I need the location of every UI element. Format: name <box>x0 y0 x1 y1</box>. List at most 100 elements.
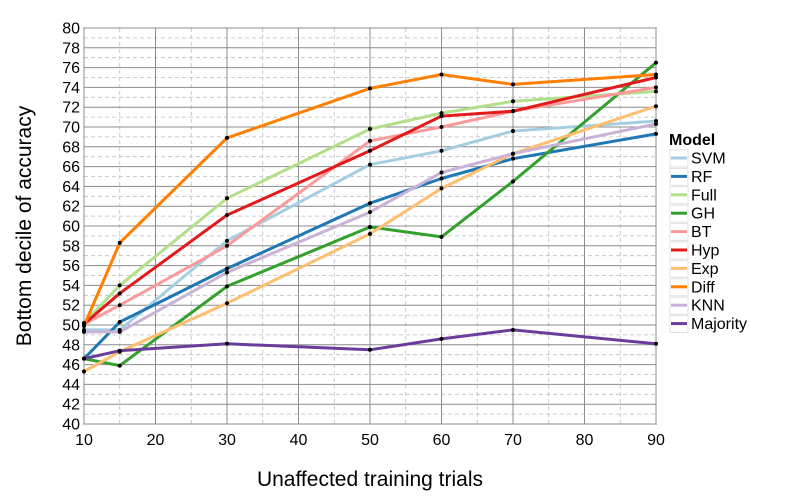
legend-item-hyp: Hyp <box>669 241 720 260</box>
data-point-svm <box>368 162 372 167</box>
data-point-knn <box>654 122 658 127</box>
series-points <box>82 60 658 374</box>
legend-item-rf: RF <box>669 167 713 186</box>
data-point-svm <box>225 238 229 243</box>
data-point-svm <box>439 148 444 153</box>
y-tick-label: 54 <box>62 278 80 295</box>
data-point-hyp <box>225 213 229 218</box>
legend-item-majority: Majority <box>669 315 747 334</box>
legend-label: Majority <box>691 316 747 333</box>
data-point-svm <box>511 128 515 133</box>
x-tick-label: 20 <box>147 432 165 449</box>
data-point-exp <box>82 369 86 374</box>
data-point-diff <box>117 240 122 245</box>
data-point-rf <box>439 176 444 181</box>
x-tick-label: 90 <box>647 432 665 449</box>
data-point-exp <box>654 104 658 109</box>
legend-item-svm: SVM <box>669 149 726 168</box>
y-tick-label: 50 <box>62 318 80 335</box>
data-point-full <box>117 283 122 288</box>
y-tick-label: 64 <box>62 179 80 196</box>
x-axis-title: Unaffected training trials <box>257 468 483 491</box>
data-point-gh <box>368 224 372 229</box>
data-point-diff <box>439 72 444 77</box>
y-tick-label: 76 <box>62 60 80 77</box>
x-tick-label: 50 <box>361 432 379 449</box>
data-point-knn <box>439 170 444 175</box>
data-point-majority <box>225 341 229 346</box>
data-point-bt <box>368 138 372 143</box>
data-point-rf <box>225 266 229 271</box>
data-point-knn <box>368 210 372 215</box>
data-point-hyp <box>511 109 515 114</box>
data-point-bt <box>225 243 229 248</box>
data-point-diff <box>654 72 658 77</box>
legend-label: Hyp <box>691 243 720 260</box>
y-tick-label: 42 <box>62 397 80 414</box>
data-point-knn <box>225 270 229 275</box>
data-point-rf <box>654 131 658 136</box>
data-point-rf <box>117 320 122 325</box>
data-point-knn <box>82 329 86 334</box>
legend-label: SVM <box>691 151 726 168</box>
legend-label: Diff <box>691 279 715 296</box>
data-point-exp <box>225 301 229 306</box>
data-point-hyp <box>368 148 372 153</box>
y-tick-label: 70 <box>62 120 80 137</box>
data-point-gh <box>511 179 515 184</box>
data-point-svm <box>654 119 658 124</box>
y-axis-ticks: 40 42 44 46 48 50 52 54 56 58 60 62 64 66 68 70 72 74 76 78… <box>62 21 80 434</box>
data-point-full <box>368 126 372 131</box>
data-point-full <box>511 99 515 104</box>
data-point-hyp <box>117 291 122 296</box>
data-point-diff <box>511 82 515 87</box>
legend-item-diff: Diff <box>669 278 715 297</box>
data-point-full <box>654 89 658 94</box>
x-tick-label: 40 <box>290 432 308 449</box>
legend-item-exp: Exp <box>669 259 719 278</box>
x-tick-label: 60 <box>433 432 451 449</box>
y-tick-label: 78 <box>62 40 80 57</box>
data-point-full <box>439 111 444 116</box>
y-tick-label: 44 <box>62 377 80 394</box>
legend-label: KNN <box>691 298 725 315</box>
data-point-rf <box>511 156 515 161</box>
x-tick-label: 30 <box>218 432 236 449</box>
y-tick-label: 48 <box>62 337 80 354</box>
data-point-majority <box>368 347 372 352</box>
x-axis-ticks: 10 20 30 40 50 60 70 80 90 <box>75 432 665 449</box>
data-point-majority <box>654 341 658 346</box>
y-axis-title: Bottom decile of accuracy <box>13 105 36 346</box>
y-tick-label: 68 <box>62 139 80 156</box>
data-point-bt <box>439 125 444 129</box>
x-tick-label: 70 <box>504 432 522 449</box>
legend-label: GH <box>691 206 715 223</box>
data-point-gh <box>117 363 122 368</box>
y-tick-label: 66 <box>62 159 80 176</box>
y-tick-label: 60 <box>62 219 80 236</box>
major-gridlines <box>83 27 657 425</box>
data-point-diff <box>368 86 372 91</box>
legend-item-knn: KNN <box>669 296 725 315</box>
legend-label: BT <box>691 224 712 241</box>
legend-item-full: Full <box>669 186 717 205</box>
y-tick-label: 80 <box>62 21 80 38</box>
legend-item-gh: GH <box>669 204 715 223</box>
x-tick-label: 80 <box>576 432 594 449</box>
y-tick-label: 40 <box>62 417 80 434</box>
legend-title: Model <box>669 132 715 149</box>
y-tick-label: 58 <box>62 238 80 255</box>
y-tick-label: 52 <box>62 298 80 315</box>
legend-label: Exp <box>691 261 719 278</box>
data-point-bt <box>654 85 658 90</box>
legend-label: RF <box>691 169 713 186</box>
data-point-majority <box>439 336 444 341</box>
data-point-full <box>225 196 229 201</box>
data-point-gh <box>439 234 444 239</box>
data-point-exp <box>368 231 372 236</box>
legend-item-bt: BT <box>669 223 712 242</box>
y-tick-label: 72 <box>62 100 80 117</box>
